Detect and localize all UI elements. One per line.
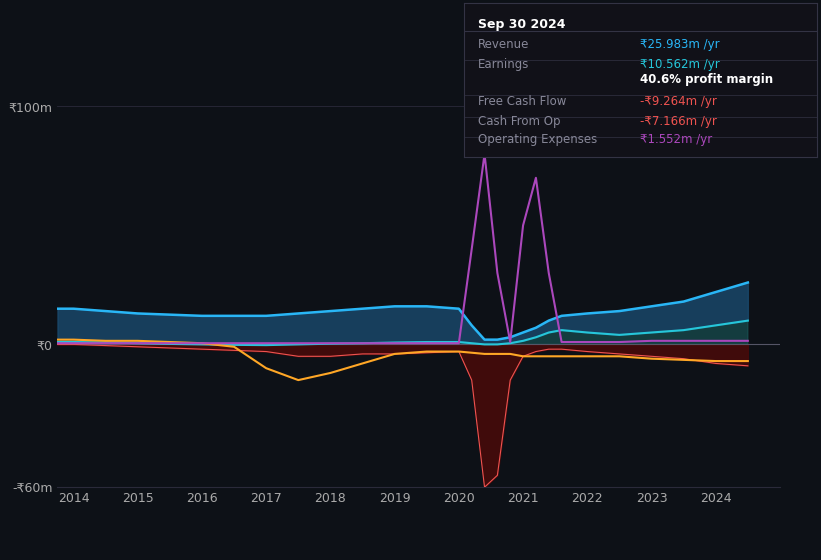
Text: Sep 30 2024: Sep 30 2024 <box>478 18 566 31</box>
Text: -₹7.166m /yr: -₹7.166m /yr <box>640 115 718 128</box>
Text: Earnings: Earnings <box>478 58 530 71</box>
Text: -₹9.264m /yr: -₹9.264m /yr <box>640 95 718 108</box>
Text: 40.6% profit margin: 40.6% profit margin <box>640 73 773 86</box>
Text: Free Cash Flow: Free Cash Flow <box>478 95 566 108</box>
Text: ₹10.562m /yr: ₹10.562m /yr <box>640 58 720 71</box>
Text: Operating Expenses: Operating Expenses <box>478 133 597 146</box>
Text: ₹1.552m /yr: ₹1.552m /yr <box>640 133 713 146</box>
Text: Revenue: Revenue <box>478 38 530 51</box>
Text: ₹25.983m /yr: ₹25.983m /yr <box>640 38 720 51</box>
Text: Cash From Op: Cash From Op <box>478 115 561 128</box>
